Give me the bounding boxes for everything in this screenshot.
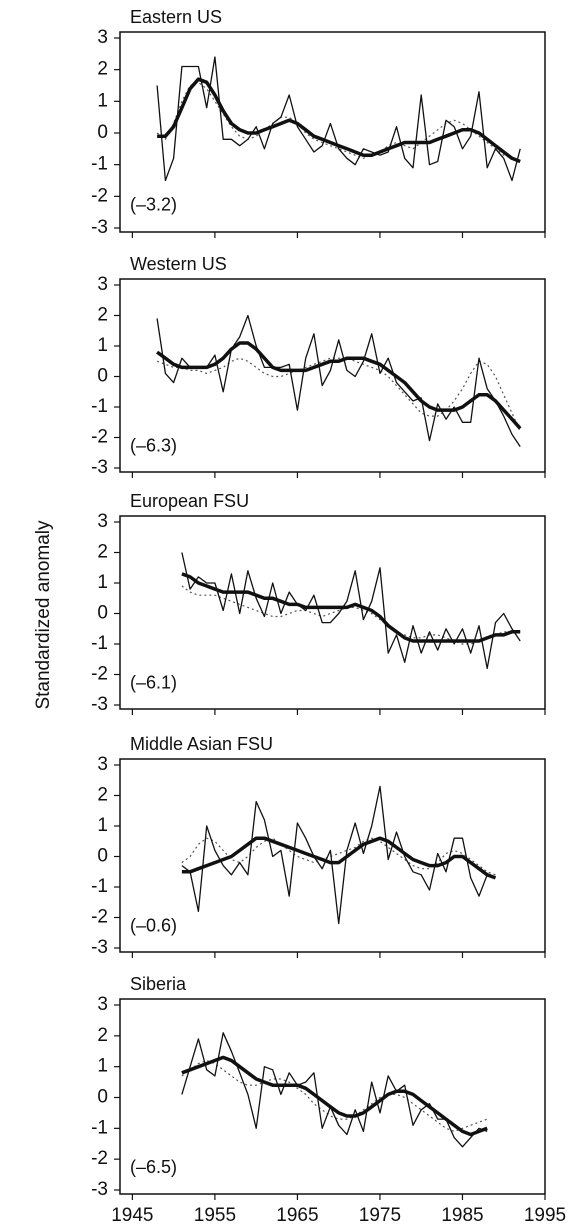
plot-frame [119,515,546,710]
plot-frame [119,998,546,1195]
panel-title: Western US [130,254,227,274]
y-tick-label: 2 [97,59,108,80]
y-tick-label: 0 [97,603,108,624]
y-tick-label: -2 [91,185,108,206]
x-tick-label: 1965 [276,1205,318,1226]
y-tick-label: -1 [91,154,108,175]
series-line [156,56,521,182]
series-line [181,585,521,645]
y-tick-label: 2 [97,542,108,563]
series-line [156,314,521,447]
y-tick-label: 3 [97,511,108,532]
panel-title: European FSU [130,491,249,511]
y-tick-label: -1 [91,396,108,417]
y-tick-label: -3 [91,694,108,715]
y-tick-label: 0 [97,122,108,143]
y-tick-label: 3 [97,274,108,295]
y-tick-label: -2 [91,427,108,448]
annotation: (–0.6) [130,915,177,935]
y-tick-label: 3 [97,27,108,48]
series-line [181,1055,488,1137]
plot-frame [119,758,546,953]
x-tick-label: 1945 [111,1205,153,1226]
y-tick-label: 2 [97,1025,108,1046]
annotation: (–3.2) [130,195,177,215]
y-tick-label: 3 [97,754,108,775]
annotation: (–6.1) [130,672,177,692]
panel-title: Middle Asian FSU [130,734,273,754]
plot-frame [119,31,546,233]
series-line [181,836,497,880]
y-tick-label: 1 [97,335,108,356]
series-line [157,77,521,164]
y-tick-label: 1 [97,815,108,836]
y-tick-label: -1 [91,876,108,897]
y-axis-label: Standardized anomaly [33,520,54,710]
y-tick-label: 1 [97,572,108,593]
y-tick-label: -3 [91,217,108,238]
x-tick-label: 1985 [441,1205,483,1226]
y-tick-label: -1 [91,1117,108,1138]
y-tick-label: 3 [97,994,108,1015]
x-tick-label: 1955 [194,1205,236,1226]
panel-title: Siberia [130,974,187,994]
y-tick-label: 0 [97,1087,108,1108]
y-tick-label: -1 [91,633,108,654]
series-line [181,572,521,643]
plot-frame [119,278,546,473]
series-line [181,1032,488,1148]
series-line [156,357,521,432]
series-line [181,1059,488,1132]
x-tick-label: 1995 [524,1205,566,1226]
y-tick-label: -3 [91,457,108,478]
y-tick-label: 1 [97,90,108,111]
series-line [181,837,496,876]
series-line [181,785,496,925]
y-tick-label: -3 [91,1179,108,1200]
y-tick-label: -2 [91,1148,108,1169]
annotation: (–6.5) [130,1157,177,1177]
y-tick-label: 0 [97,366,108,387]
y-tick-label: -2 [91,664,108,685]
y-tick-label: 2 [97,785,108,806]
series-line [156,81,521,163]
panel-title: Eastern US [130,7,222,27]
x-tick-label: 1975 [359,1205,401,1226]
y-tick-label: -3 [91,937,108,958]
y-tick-label: 0 [97,846,108,867]
y-tick-label: 1 [97,1056,108,1077]
y-tick-label: -2 [91,907,108,928]
series-line [181,552,521,670]
series-line [156,341,522,430]
annotation: (–6.3) [130,435,177,455]
y-tick-label: 2 [97,305,108,326]
